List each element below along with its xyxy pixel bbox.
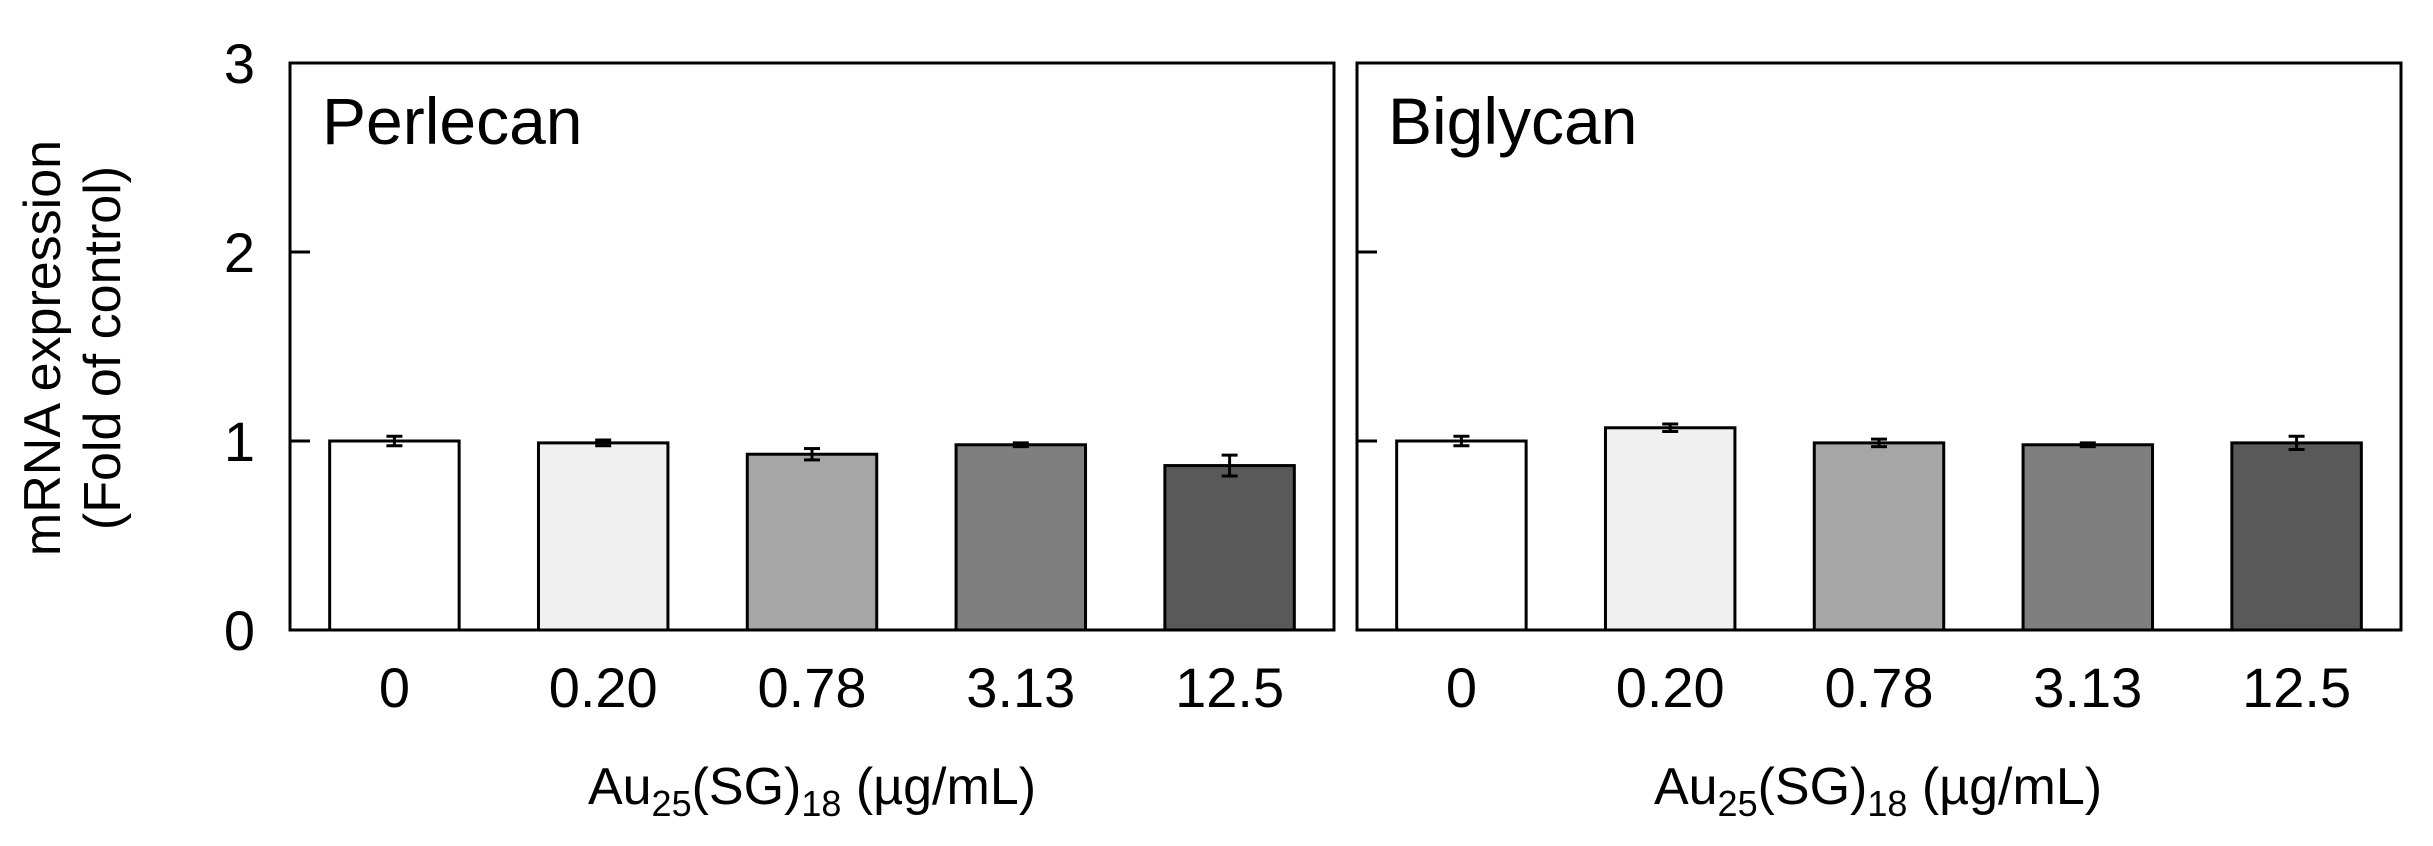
bar (2230, 441, 2363, 632)
panel-perlecan: Perlecan 0 0.20 0.78 3.13 12.5 Au25(SG)18 (µ… (288, 61, 1336, 824)
x-tick-label: 12.5 (1175, 656, 1284, 719)
bar (2021, 443, 2155, 632)
y-tick-label: 3 (224, 32, 255, 95)
bar (1603, 426, 1737, 632)
panel-biglycan: Biglycan 0 0.20 0.78 3.13 12.5 Au25(SG)18 (µ… (1355, 61, 2403, 824)
bars (328, 434, 1296, 632)
x-tick-label: 12.5 (2242, 656, 2351, 719)
x-tick-label: 0.78 (758, 656, 867, 719)
x-tick-label: 0 (1446, 656, 1477, 719)
x-tick-label: 0.20 (549, 656, 658, 719)
y-tick-label: 1 (224, 410, 255, 473)
panel-title: Perlecan (322, 84, 583, 158)
y-axis-label-line1: mRNA expression (14, 140, 72, 556)
y-ticks (290, 61, 310, 632)
x-tick-label: 0.20 (1616, 656, 1725, 719)
x-tick-label: 3.13 (2033, 656, 2142, 719)
y-tick-label: 0 (224, 599, 255, 662)
bar (1395, 439, 1528, 632)
y-ticks (1357, 61, 1377, 632)
x-tick-labels: 0 0.20 0.78 3.13 12.5 (1446, 656, 2351, 719)
bar (328, 439, 461, 632)
x-tick-label: 3.13 (966, 656, 1075, 719)
bar (536, 441, 670, 632)
x-tick-label: 0 (379, 656, 410, 719)
x-tick-label: 0.78 (1825, 656, 1934, 719)
bar (1163, 464, 1296, 632)
x-axis-title: Au25(SG)18 (µg/mL) (588, 758, 1036, 824)
x-tick-labels: 0 0.20 0.78 3.13 12.5 (379, 656, 1284, 719)
y-axis-label-line2: (Fold of control) (74, 166, 132, 530)
x-axis-title: Au25(SG)18 (µg/mL) (1654, 758, 2102, 824)
bar (745, 452, 879, 632)
y-tick-labels: 0 1 2 3 (224, 32, 255, 662)
bar (954, 443, 1088, 632)
y-tick-label: 2 (224, 221, 255, 284)
bar (1812, 441, 1946, 632)
y-axis-title: mRNA expression (Fold of control) (14, 140, 132, 556)
bars (1395, 422, 2363, 632)
panel-title: Biglycan (1388, 84, 1637, 158)
